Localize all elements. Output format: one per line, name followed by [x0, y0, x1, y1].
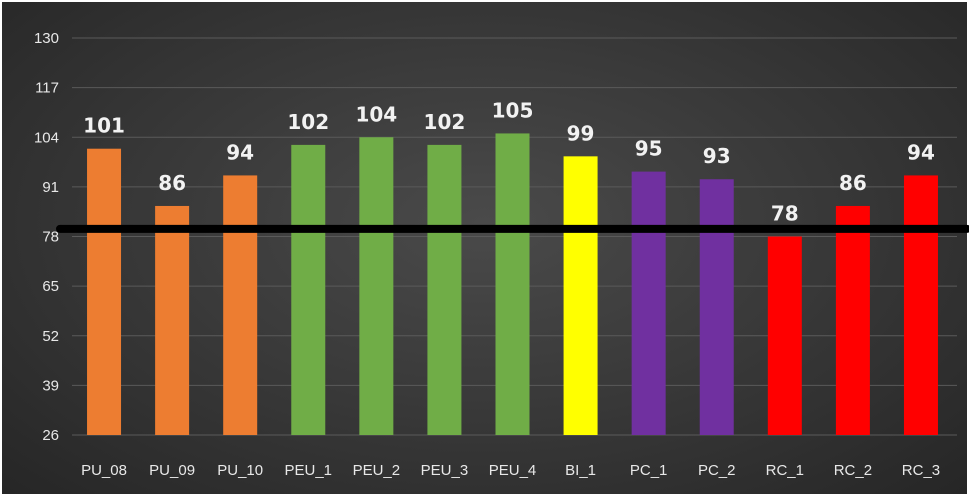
x-tick-label: PU_08	[81, 462, 127, 479]
bar-pu-08	[87, 148, 122, 436]
data-label: 86	[158, 171, 186, 195]
data-label: 105	[492, 98, 534, 122]
bar-peu-2	[359, 137, 394, 435]
x-tick-label: PEU_2	[353, 462, 401, 479]
x-tick-label: RC_2	[834, 462, 872, 479]
data-label: 94	[226, 140, 254, 164]
bar-peu-1	[291, 144, 326, 435]
data-label: 102	[287, 110, 329, 134]
x-tick-label: RC_1	[766, 462, 804, 479]
x-axis: PU_08 PU_09 PU_10 PEU_1 PEU_2 PEU_3 PEU_4 BI_1 P…	[81, 462, 940, 479]
x-tick-label: PU_09	[149, 462, 195, 479]
data-label: 78	[771, 202, 799, 226]
y-tick-label: 130	[34, 30, 59, 47]
y-tick-label: 65	[42, 278, 59, 295]
y-tick-label: 104	[34, 129, 59, 146]
data-labels: 101 86 94 102 104 102 105 99 95 93 78 86 94	[83, 98, 935, 225]
x-tick-label: BI_1	[565, 462, 596, 479]
data-label: 86	[839, 171, 867, 195]
x-tick-label: PEU_4	[489, 462, 537, 479]
y-tick-label: 39	[42, 377, 59, 394]
data-label: 99	[567, 121, 595, 145]
y-tick-label: 26	[42, 427, 59, 444]
bar-pu-09	[155, 205, 190, 435]
x-tick-label: PEU_3	[421, 462, 469, 479]
bar-pu-10	[223, 175, 258, 435]
data-label: 93	[703, 144, 731, 168]
y-tick-label: 117	[35, 80, 59, 97]
data-label: 101	[83, 114, 125, 138]
x-tick-label: PU_10	[217, 462, 263, 479]
bar-rc-2	[835, 205, 870, 435]
data-label: 102	[424, 110, 466, 134]
x-tick-label: PC_1	[630, 462, 668, 479]
bar-pc-2	[699, 179, 734, 435]
x-tick-label: RC_3	[902, 462, 940, 479]
data-label: 95	[635, 137, 663, 161]
data-label: 94	[907, 140, 935, 164]
y-tick-label: 52	[42, 328, 59, 345]
bar-bi-1	[563, 156, 598, 435]
x-tick-label: PEU_1	[285, 462, 333, 479]
bars	[87, 133, 938, 436]
bar-peu-3	[427, 144, 462, 435]
bar-pc-1	[631, 171, 666, 435]
y-tick-label: 78	[42, 229, 59, 246]
x-tick-label: PC_2	[698, 462, 736, 479]
bar-rc-3	[903, 175, 938, 435]
y-axis: 26 39 52 65 78 91 104 117 130	[34, 30, 59, 444]
data-label: 104	[355, 102, 397, 126]
y-tick-label: 91	[42, 179, 59, 196]
bar-rc-1	[767, 236, 802, 435]
bar-peu-4	[495, 133, 530, 436]
